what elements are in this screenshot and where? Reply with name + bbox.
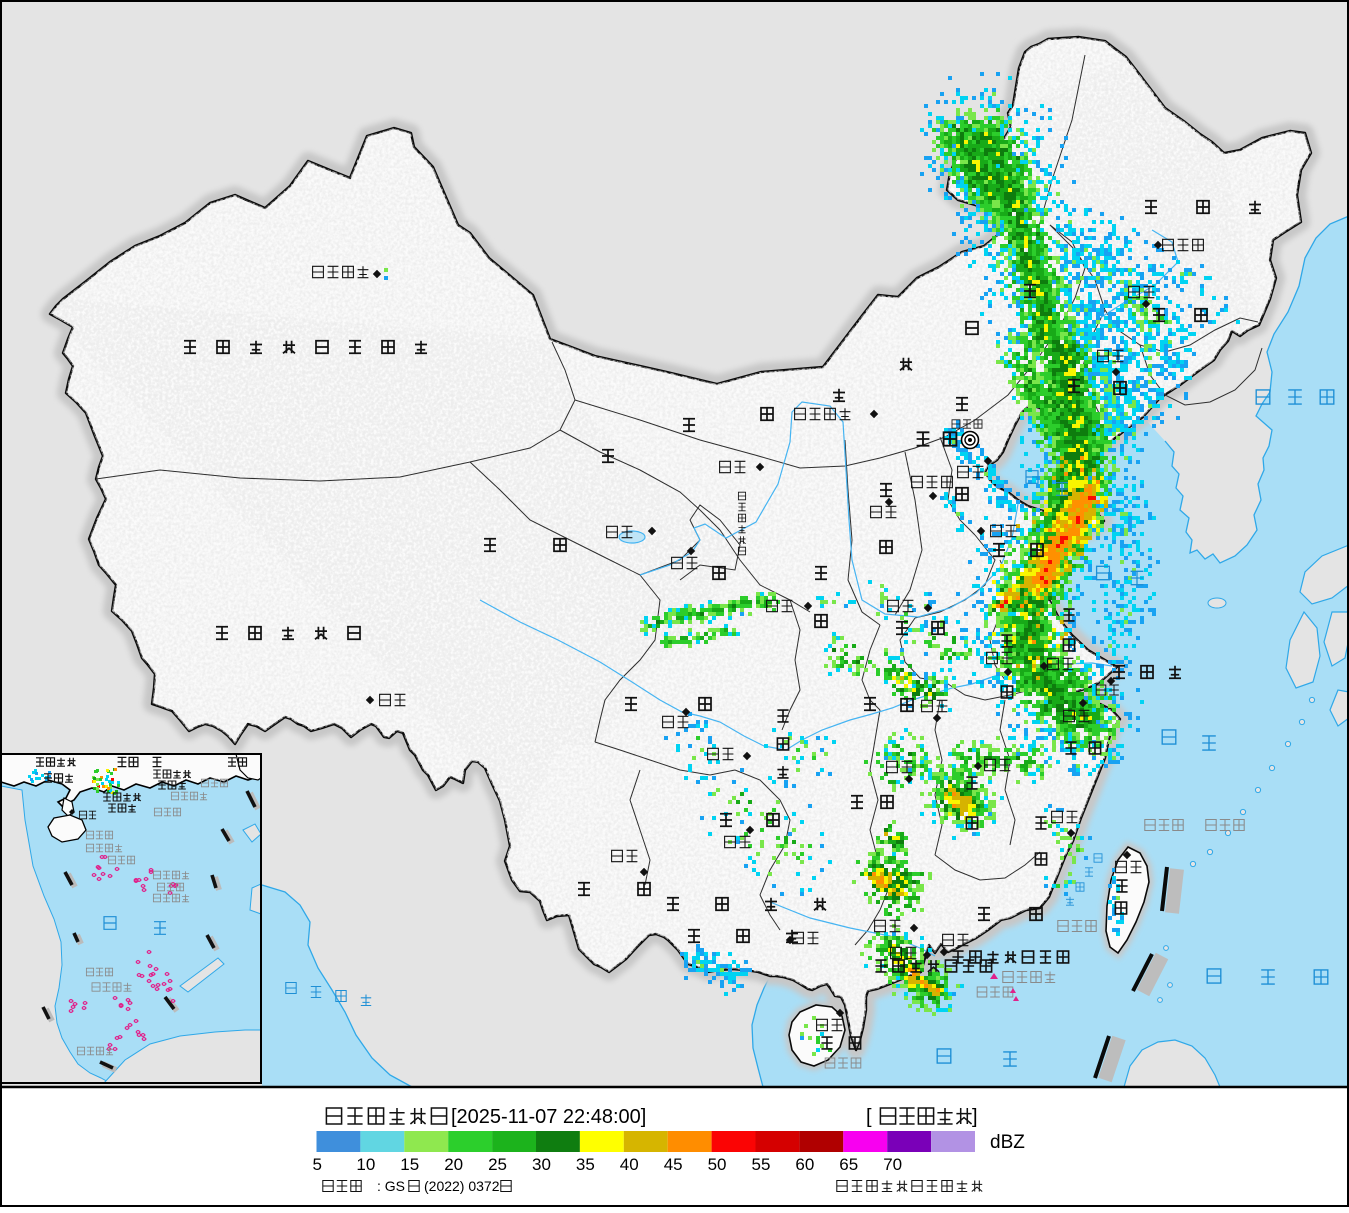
svg-text:]: ] (972, 1106, 978, 1128)
svg-text:35: 35 (576, 1155, 595, 1174)
svg-text:30: 30 (532, 1155, 551, 1174)
svg-text:[2025-11-07 22:48:00]: [2025-11-07 22:48:00] (451, 1106, 646, 1128)
svg-text:55: 55 (752, 1155, 771, 1174)
svg-text:20: 20 (444, 1155, 463, 1174)
svg-text:: GS: : GS (377, 1178, 405, 1194)
svg-text:50: 50 (708, 1155, 727, 1174)
svg-text:5: 5 (313, 1155, 322, 1174)
svg-text:(2022) 0372: (2022) 0372 (424, 1178, 500, 1194)
svg-text:65: 65 (839, 1155, 858, 1174)
svg-text:25: 25 (488, 1155, 507, 1174)
svg-text:10: 10 (356, 1155, 375, 1174)
svg-text:15: 15 (400, 1155, 419, 1174)
svg-text:dBZ: dBZ (990, 1132, 1025, 1153)
svg-text:70: 70 (883, 1155, 902, 1174)
svg-text:[: [ (866, 1106, 872, 1128)
svg-text:40: 40 (620, 1155, 639, 1174)
svg-text:60: 60 (795, 1155, 814, 1174)
svg-text:45: 45 (664, 1155, 683, 1174)
